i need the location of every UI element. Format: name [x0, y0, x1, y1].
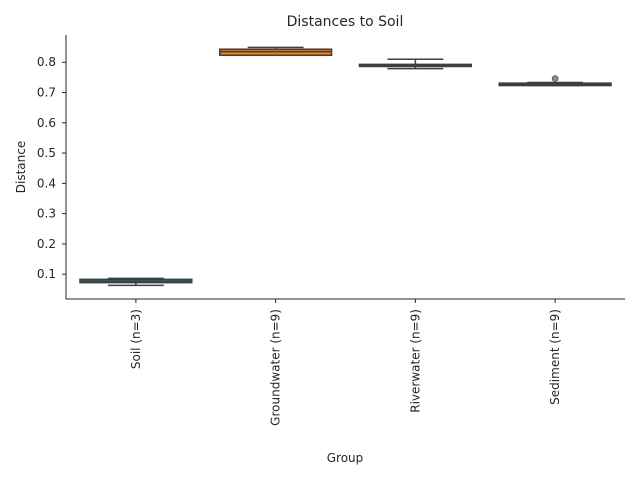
x-tick-label: Groundwater (n=9) [269, 309, 283, 426]
y-tick-label: 0.4 [37, 176, 56, 190]
y-tick-label: 0.5 [37, 146, 56, 160]
boxes-layer [79, 46, 612, 287]
y-tick-label: 0.6 [37, 116, 56, 130]
y-tick-label: 0.7 [37, 86, 56, 100]
y-axis: 0.1 0.2 0.3 0.4 0.5 0.6 0.7 0.8 [37, 55, 66, 281]
y-axis-label: Distance [14, 141, 28, 193]
x-tick-label: Sediment (n=9) [548, 309, 562, 405]
y-tick-label: 0.3 [37, 207, 56, 221]
y-tick-label: 0.8 [37, 55, 56, 69]
chart-title: Distances to Soil [287, 14, 404, 30]
y-tick-label: 0.1 [37, 267, 56, 281]
outlier-point [551, 75, 559, 82]
x-tick-label: Riverwater (n=9) [408, 309, 422, 413]
box-3 [358, 58, 473, 70]
x-axis: Soil (n=3) Groundwater (n=9) Riverwater (n… [129, 299, 562, 426]
y-tick-label: 0.2 [37, 237, 56, 251]
box-4 [498, 75, 612, 87]
x-axis-label: Group [327, 451, 364, 465]
box-2 [218, 46, 333, 57]
x-tick-label: Soil (n=3) [129, 309, 143, 369]
box-1 [79, 277, 193, 287]
